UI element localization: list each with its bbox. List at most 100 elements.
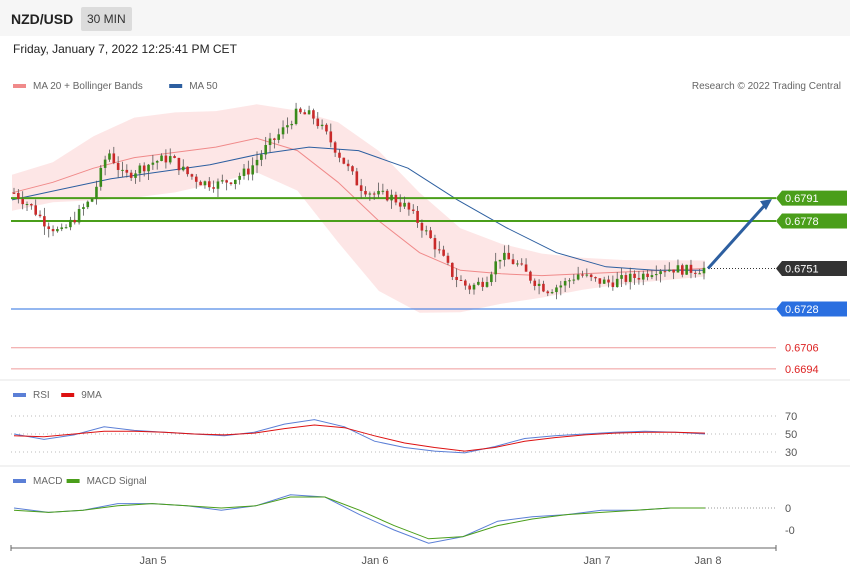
candle-body	[160, 155, 163, 162]
candle-body	[615, 278, 619, 288]
candle-body	[355, 171, 359, 186]
candle-body	[216, 181, 220, 189]
legend-swatch	[13, 479, 26, 483]
candle-body	[576, 274, 580, 280]
candle-body	[633, 273, 636, 278]
candle-body	[446, 255, 450, 263]
candle-body	[12, 192, 16, 194]
rsi-tick-label: 50	[785, 429, 797, 441]
candle-body	[286, 125, 289, 128]
candle-body	[60, 227, 64, 230]
candle-body	[303, 112, 307, 115]
level-tag-1	[776, 213, 847, 229]
candle-body	[598, 278, 602, 284]
candle-body	[238, 175, 241, 180]
candle-body	[611, 282, 615, 288]
candle-body	[411, 209, 415, 211]
level-label-1: 0.6778	[785, 216, 819, 228]
candle-body	[168, 156, 172, 163]
legend-label: 9MA	[81, 390, 102, 401]
x-tick-label: Jan 8	[695, 555, 722, 567]
candle-body	[602, 279, 606, 284]
candle-body	[212, 187, 215, 189]
candle-body	[676, 265, 680, 273]
candle-body	[524, 264, 528, 272]
candle-body	[464, 280, 467, 286]
candle-body	[359, 185, 363, 191]
candle-body	[221, 180, 224, 182]
candle-body	[225, 180, 228, 183]
candle-body	[325, 124, 328, 132]
candle-body	[511, 259, 515, 265]
x-tick-label: Jan 6	[362, 555, 389, 567]
candle-body	[398, 202, 402, 207]
candle-body	[134, 173, 137, 178]
candle-body	[555, 287, 558, 293]
candle-body	[494, 261, 497, 275]
candle-body	[451, 262, 454, 277]
candle-body	[277, 134, 281, 140]
candle-body	[429, 230, 432, 239]
level-label-3: 0.6728	[785, 304, 819, 316]
candle-body	[329, 131, 333, 143]
ma50-line	[11, 146, 705, 271]
candle-body	[459, 279, 463, 281]
candle-body	[290, 123, 294, 126]
candle-body	[546, 291, 550, 294]
candle-body	[442, 249, 445, 256]
candle-body	[125, 169, 129, 173]
candle-body	[437, 249, 441, 251]
legend-swatch	[169, 84, 183, 88]
macd-tick-label: 0	[785, 503, 791, 515]
candle-body	[572, 279, 576, 281]
level-label-2: 0.6751	[785, 264, 819, 276]
candle-body	[95, 186, 98, 199]
candle-body	[273, 138, 276, 140]
candle-body	[368, 193, 372, 195]
candle-body	[568, 280, 571, 282]
candle-body	[516, 263, 519, 265]
candle-body	[177, 157, 181, 171]
candle-body	[607, 279, 610, 283]
candle-body	[490, 274, 493, 283]
candle-body	[51, 229, 55, 232]
candle-body	[637, 277, 641, 280]
candle-body	[229, 182, 233, 185]
candle-body	[264, 145, 267, 155]
candle-body	[498, 259, 502, 262]
candle-body	[316, 118, 320, 127]
legend-swatch	[66, 479, 80, 483]
candle-body	[351, 166, 354, 172]
macd-tick-label: -0	[785, 525, 795, 537]
candle-body	[594, 277, 597, 279]
candle-body	[164, 155, 168, 163]
candle-body	[420, 222, 424, 231]
candle-body	[17, 192, 20, 199]
candle-body	[21, 198, 24, 205]
candle-body	[294, 108, 298, 124]
level-tag-3	[776, 301, 847, 317]
candle-body	[342, 157, 346, 164]
chart-header: NZD/USD 30 MIN	[0, 0, 850, 36]
candle-body	[181, 166, 185, 171]
macd-line	[13, 494, 705, 544]
candle-body	[698, 273, 701, 275]
legend-swatch	[13, 393, 26, 397]
candle-body	[142, 165, 146, 172]
rsi-tick-label: 70	[785, 411, 797, 423]
candle-body	[407, 202, 411, 210]
rsi-ma-line	[13, 424, 706, 452]
candle-body	[190, 174, 194, 177]
candle-body	[481, 281, 484, 287]
candle-body	[364, 190, 367, 195]
timeframe-badge[interactable]: 30 MIN	[81, 7, 132, 31]
x-tick-label: Jan 5	[140, 555, 167, 567]
candle-body	[346, 163, 350, 167]
candle-body	[433, 238, 437, 250]
candle-body	[585, 274, 589, 276]
candle-body	[468, 285, 471, 290]
candle-body	[550, 292, 554, 294]
legend-swatch	[13, 84, 26, 88]
candle-body	[268, 138, 272, 146]
candle-body	[207, 181, 211, 188]
